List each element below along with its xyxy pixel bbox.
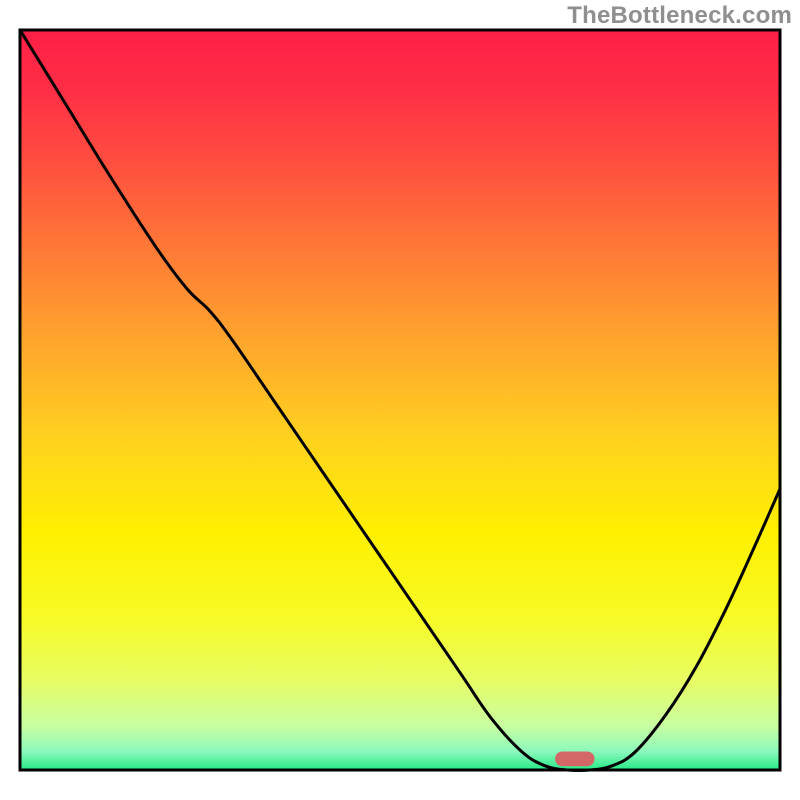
plot-area [20, 30, 780, 771]
chart-svg [0, 0, 800, 800]
plot-background [20, 30, 780, 770]
chart-stage: TheBottleneck.com [0, 0, 800, 800]
optimal-marker [555, 752, 595, 767]
watermark-text: TheBottleneck.com [567, 2, 792, 30]
